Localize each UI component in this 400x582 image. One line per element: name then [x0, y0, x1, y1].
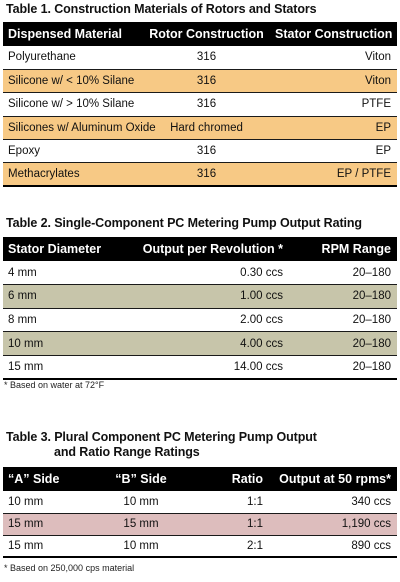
cell-rotor-construction: 316 [142, 162, 271, 188]
cell-a-side: 15 mm [3, 513, 89, 536]
table-row: 15 mm 14.00 ccs 20–180 [3, 355, 397, 380]
table-row: Epoxy 316 EP [3, 139, 397, 164]
table-row: Silicone w/ > 10% Silane 316 PTFE [3, 92, 397, 117]
table-row: 15 mm 15 mm 1:1 1,190 ccs [3, 513, 397, 536]
column-header-b-side: “B” Side [89, 467, 193, 491]
column-header-ratio: Ratio [193, 467, 269, 491]
table3-caption: Table 3. Plural Component PC Metering Pu… [6, 430, 317, 460]
table-row: 10 mm 4.00 ccs 20–180 [3, 331, 397, 356]
cell-dispensed-material: Methacrylates [3, 162, 142, 188]
table-row: 8 mm 2.00 ccs 20–180 [3, 308, 397, 333]
cell-output-at-50-rpms: 340 ccs [269, 491, 397, 514]
cell-a-side: 15 mm [3, 535, 89, 558]
table-header-row: Stator Diameter Output per Revolution * … [3, 237, 397, 261]
table3-caption-line1: Table 3. Plural Component PC Metering Pu… [6, 430, 317, 444]
cell-stator-diameter: 8 mm [3, 308, 129, 333]
cell-output-per-revolution: 0.30 ccs [129, 261, 289, 286]
table-row: 6 mm 1.00 ccs 20–180 [3, 284, 397, 309]
cell-stator-construction: EP [271, 139, 397, 164]
cell-rpm-range: 20–180 [289, 355, 397, 380]
column-header-a-side: “A” Side [3, 467, 89, 491]
cell-output-per-revolution: 4.00 ccs [129, 331, 289, 356]
column-header-output-at-50-rpms: Output at 50 rpms* [269, 467, 397, 491]
cell-rotor-construction: 316 [142, 139, 271, 164]
table-row: 10 mm 10 mm 1:1 340 ccs [3, 491, 397, 514]
table1-caption: Table 1. Construction Materials of Rotor… [6, 2, 317, 16]
cell-output-per-revolution: 1.00 ccs [129, 284, 289, 309]
cell-dispensed-material: Polyurethane [3, 46, 142, 70]
cell-b-side: 10 mm [89, 491, 193, 514]
cell-stator-construction: EP / PTFE [271, 162, 397, 188]
cell-rpm-range: 20–180 [289, 308, 397, 333]
cell-stator-diameter: 4 mm [3, 261, 129, 286]
column-header-stator-construction: Stator Construction [271, 22, 397, 46]
cell-b-side: 15 mm [89, 513, 193, 536]
table3-footnote: * Based on 250,000 cps material [4, 563, 135, 573]
cell-dispensed-material: Silicone w/ > 10% Silane [3, 92, 142, 117]
cell-output-at-50-rpms: 890 ccs [269, 535, 397, 558]
table-row: Silicone w/ < 10% Silane 316 Viton [3, 69, 397, 94]
column-header-dispensed-material: Dispensed Material [3, 22, 142, 46]
table-header-row: “A” Side “B” Side Ratio Output at 50 rpm… [3, 467, 397, 491]
cell-ratio: 1:1 [193, 513, 269, 536]
cell-rotor-construction: Hard chromed [142, 116, 271, 141]
cell-output-at-50-rpms: 1,190 ccs [269, 513, 397, 536]
table-row: 4 mm 0.30 ccs 20–180 [3, 261, 397, 286]
cell-stator-diameter: 6 mm [3, 284, 129, 309]
cell-dispensed-material: Silicone w/ < 10% Silane [3, 69, 142, 94]
cell-stator-construction: PTFE [271, 92, 397, 117]
cell-rpm-range: 20–180 [289, 261, 397, 286]
table1-construction-materials: Dispensed Material Rotor Construction St… [3, 22, 397, 188]
cell-stator-construction: Viton [271, 69, 397, 94]
cell-a-side: 10 mm [3, 491, 89, 514]
cell-stator-construction: Viton [271, 46, 397, 70]
cell-rpm-range: 20–180 [289, 284, 397, 309]
column-header-stator-diameter: Stator Diameter [3, 237, 129, 261]
cell-rotor-construction: 316 [142, 46, 271, 70]
table-row: Polyurethane 316 Viton [3, 46, 397, 70]
column-header-rpm-range: RPM Range [289, 237, 397, 261]
column-header-rotor-construction: Rotor Construction [142, 22, 271, 46]
table3-caption-line2: and Ratio Range Ratings [54, 445, 200, 459]
table2-caption: Table 2. Single-Component PC Metering Pu… [6, 216, 362, 230]
cell-ratio: 2:1 [193, 535, 269, 558]
cell-rotor-construction: 316 [142, 92, 271, 117]
table2-footnote: * Based on water at 72°F [4, 380, 105, 390]
cell-stator-diameter: 10 mm [3, 331, 129, 356]
cell-rotor-construction: 316 [142, 69, 271, 94]
table-header-row: Dispensed Material Rotor Construction St… [3, 22, 397, 46]
table3-plural-pump-output: “A” Side “B” Side Ratio Output at 50 rpm… [3, 467, 397, 558]
cell-dispensed-material: Silicones w/ Aluminum Oxide [3, 116, 156, 141]
cell-stator-construction: EP [271, 116, 397, 141]
cell-output-per-revolution: 2.00 ccs [129, 308, 289, 333]
cell-b-side: 10 mm [89, 535, 193, 558]
table-row: 15 mm 10 mm 2:1 890 ccs [3, 535, 397, 558]
table2-pump-output-rating: Stator Diameter Output per Revolution * … [3, 237, 397, 380]
column-header-output-per-revolution: Output per Revolution * [129, 237, 289, 261]
cell-rpm-range: 20–180 [289, 331, 397, 356]
table-row: Silicones w/ Aluminum Oxide Hard chromed… [3, 116, 397, 141]
cell-output-per-revolution: 14.00 ccs [129, 355, 289, 380]
cell-dispensed-material: Epoxy [3, 139, 142, 164]
cell-ratio: 1:1 [193, 491, 269, 514]
cell-stator-diameter: 15 mm [3, 355, 129, 380]
table-row: Methacrylates 316 EP / PTFE [3, 162, 397, 188]
